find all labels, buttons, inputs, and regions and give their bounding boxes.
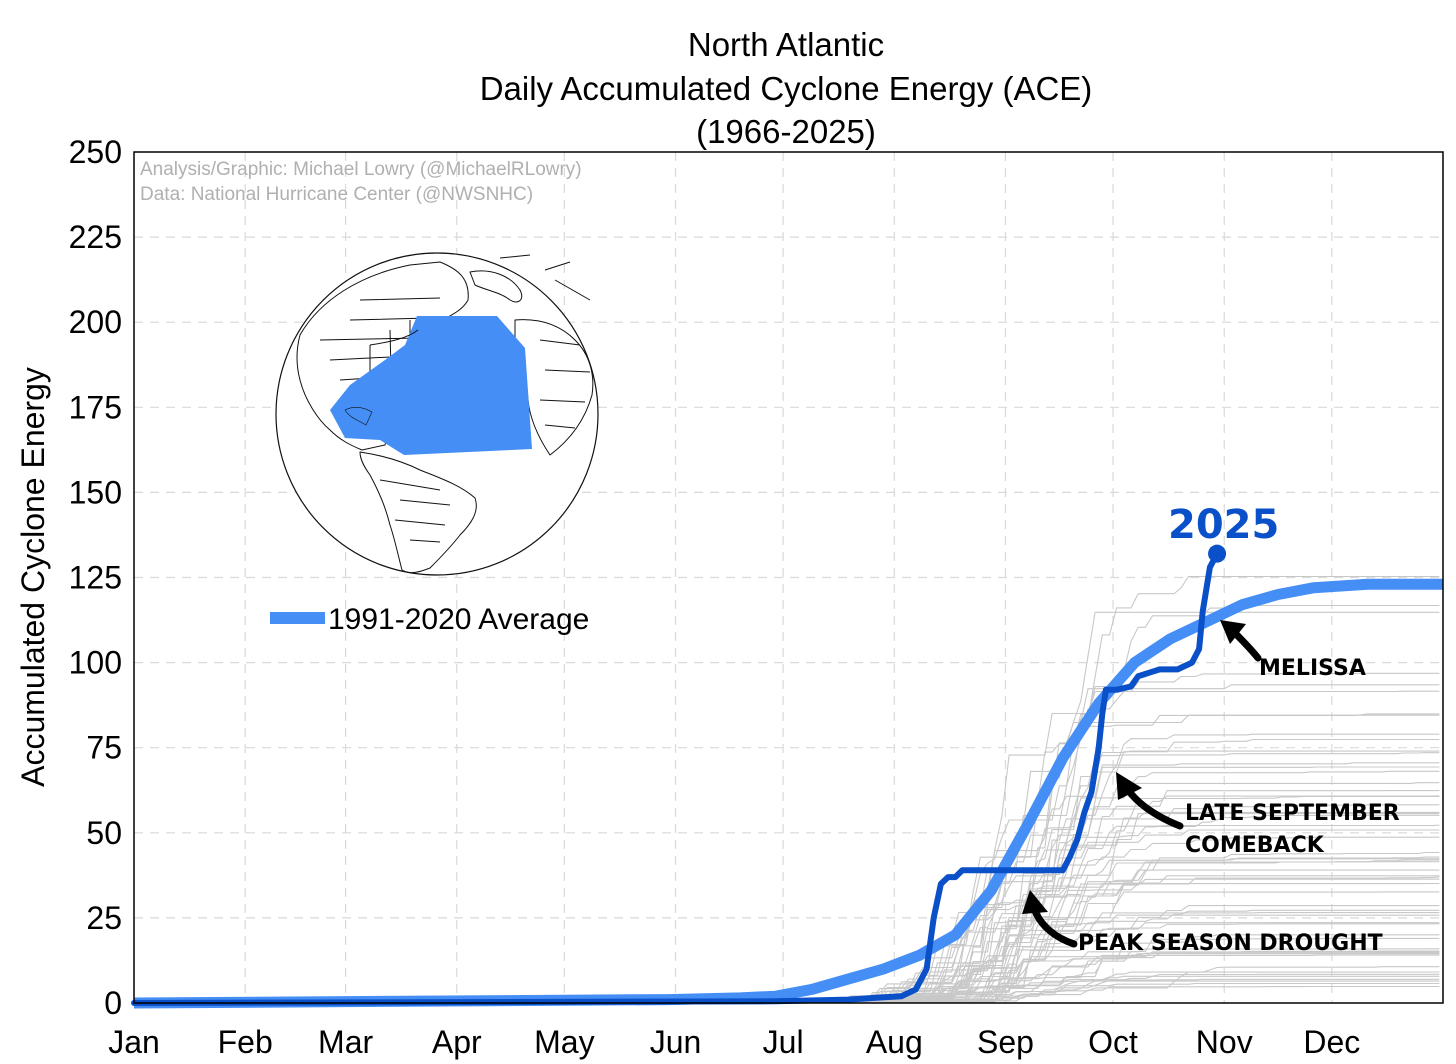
y-tick-label: 175 [69, 389, 122, 425]
y-tick-label: 25 [86, 900, 122, 936]
y-tick-label: 200 [69, 304, 122, 340]
chart-title-line-2: Daily Accumulated Cyclone Energy (ACE) [480, 70, 1093, 107]
historical-season-line [134, 851, 1440, 1004]
annotation-arrows [1022, 620, 1262, 948]
average-series-line [133, 578, 1443, 1009]
x-tick-label: Dec [1303, 1024, 1360, 1060]
series-2025-line [131, 550, 1221, 1006]
annotation-late-september: LATE SEPTEMBER [1185, 801, 1400, 826]
x-tick-label: Apr [432, 1024, 482, 1060]
y-tick-label: 250 [69, 134, 122, 170]
x-tick-label: Mar [318, 1024, 373, 1060]
chart-title-line-3: (1966-2025) [696, 113, 876, 150]
plot-frame [133, 151, 1444, 1004]
x-tick-label: Aug [866, 1024, 923, 1060]
y-tick-label: 150 [69, 474, 122, 510]
legend-swatch-average [270, 612, 325, 624]
x-tick-label: Feb [218, 1024, 273, 1060]
x-tick-label: Sep [977, 1024, 1034, 1060]
historical-season-line [134, 733, 1440, 1003]
y-tick-label: 225 [69, 219, 122, 255]
x-tick-label: Jan [108, 1024, 160, 1060]
y-axis-label: Accumulated Cyclone Energy [15, 367, 51, 787]
series-2025-endpoint [1208, 544, 1227, 563]
annotation-peak-season-drought: PEAK SEASON DROUGHT [1078, 931, 1383, 956]
y-tick-label: 0 [104, 985, 122, 1021]
annotation-comeback: COMEBACK [1185, 833, 1325, 858]
credit-analysis: Analysis/Graphic: Michael Lowry (@Michae… [140, 159, 582, 180]
chart-title-line-1: North Atlantic [688, 26, 884, 63]
y-tick-label: 100 [69, 645, 122, 681]
legend-label-average: 1991-2020 Average [328, 603, 589, 636]
annotation-2025: 2025 [1168, 502, 1279, 548]
x-tick-label: May [534, 1024, 594, 1060]
annotation-melissa: MELISSA [1259, 656, 1366, 681]
x-tick-label: Jun [650, 1024, 702, 1060]
y-tick-label: 75 [86, 730, 122, 766]
legend: 1991-2020 Average [270, 603, 589, 636]
x-tick-label: Nov [1196, 1024, 1253, 1060]
x-tick-label: Oct [1088, 1024, 1138, 1060]
historical-season-line [134, 738, 1440, 1004]
north-atlantic-basin [330, 316, 532, 455]
y-tick-label: 50 [86, 815, 122, 851]
y-tick-label: 125 [69, 560, 122, 596]
y-axis-ticks: 0 25 50 75 100 125 150 175 200 225 250 [69, 134, 122, 1021]
inset-globe-map [275, 252, 599, 576]
x-axis-ticks: Jan Feb Mar Apr May Jun Jul Aug Sep Oct Nov Dec [108, 1024, 1360, 1060]
credit-data: Data: National Hurricane Center (@NWSNHC… [140, 184, 533, 205]
historical-season-line [134, 750, 1440, 1004]
x-tick-label: Jul [763, 1024, 804, 1060]
